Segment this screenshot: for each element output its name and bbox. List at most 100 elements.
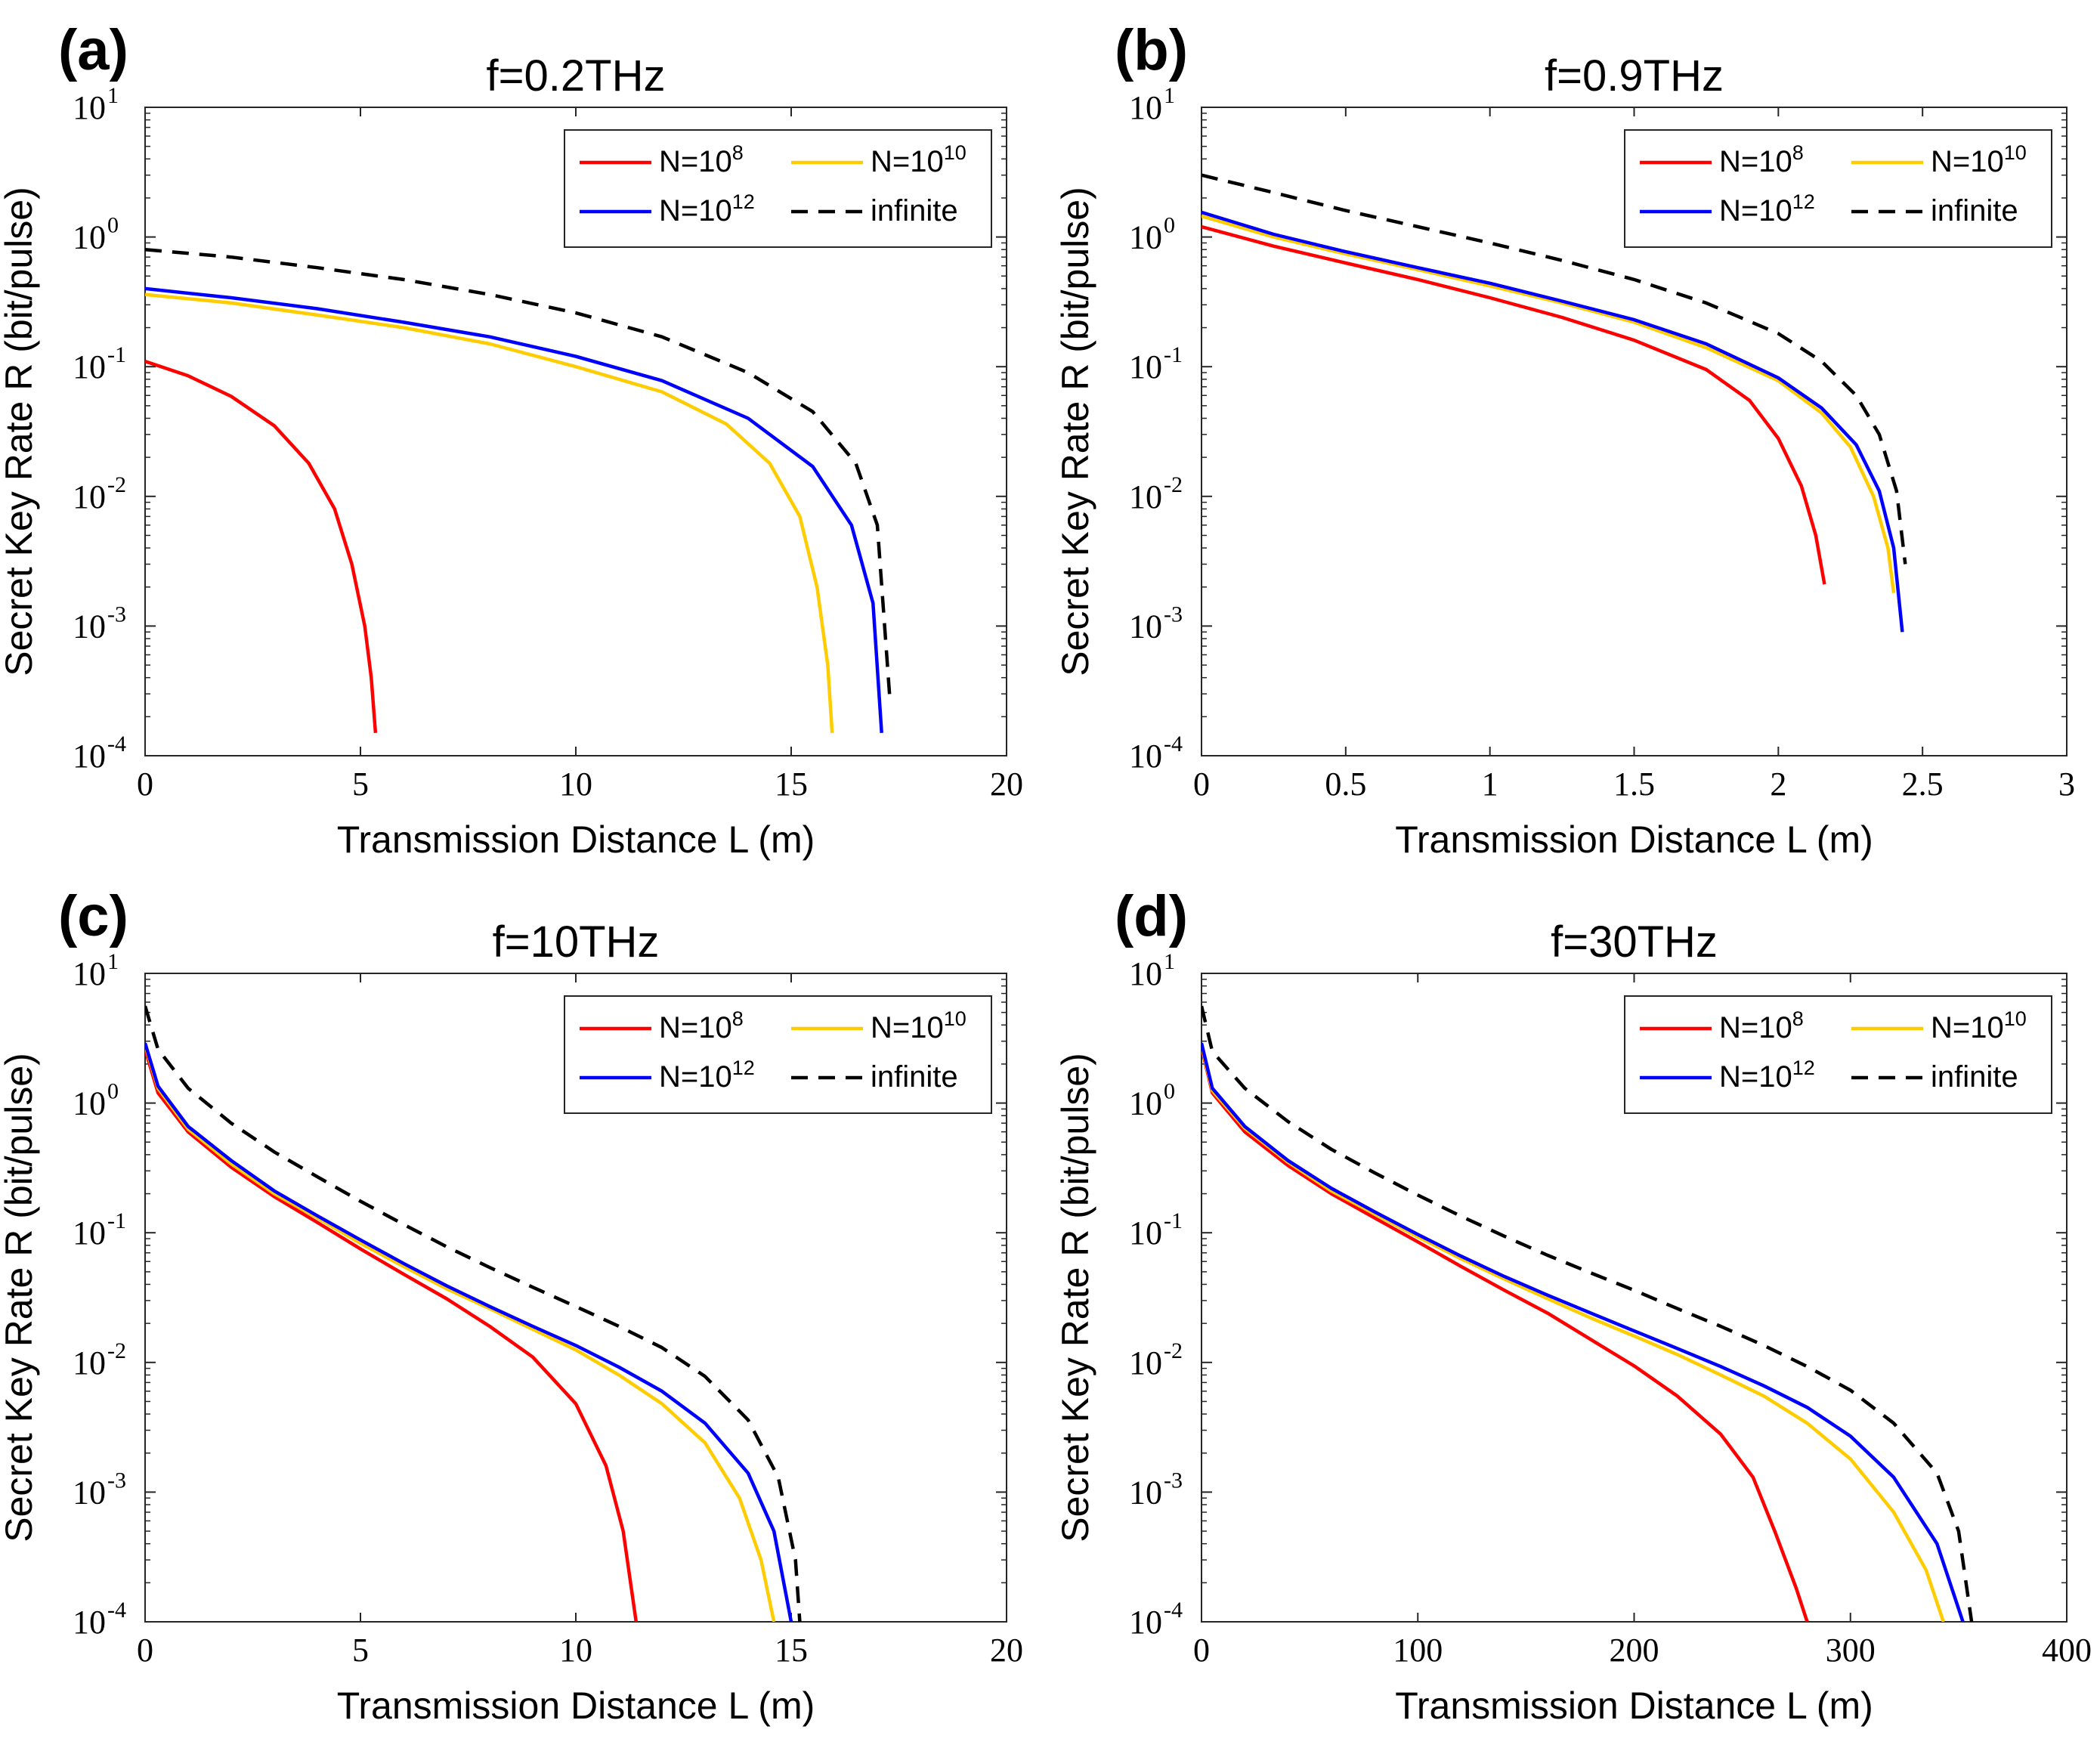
legend-label-n10: N=1010 [871,1007,966,1044]
legend-label-exponent: 8 [1792,1007,1804,1030]
y-tick-exponent: 0 [1164,1079,1175,1104]
x-axis-label: Transmission Distance L (m) [337,1685,815,1727]
panel-title: f=10THz [493,917,660,967]
y-tick-exponent: -4 [107,1598,126,1623]
x-tick-label: 5 [352,1632,369,1669]
panel-title: f=0.2THz [487,51,666,101]
legend-label-inf: infinite [1931,1060,2018,1094]
legend-label-base: N=10 [1719,194,1792,227]
legend-label-base: N=10 [871,1011,944,1044]
legend-label-inf: infinite [871,194,958,227]
y-tick-label: 10 [73,219,106,256]
x-tick-label: 10 [559,766,592,803]
y-tick-label: 10 [73,1474,106,1511]
y-tick-label: 10 [73,738,106,775]
x-tick-label: 300 [1826,1632,1876,1669]
legend-label-n10: N=1010 [871,141,966,178]
legend-label-n8: N=108 [1719,1007,1804,1044]
legend-box [1624,995,2052,1114]
y-tick-label: 10 [1129,89,1162,126]
y-tick-exponent: -2 [1164,472,1183,497]
x-tick-label: 15 [775,766,808,803]
x-tick-label: 20 [990,1632,1023,1669]
y-tick-label: 10 [73,1344,106,1381]
x-tick-label: 20 [990,766,1023,803]
legend-label-base: N=10 [659,1011,732,1044]
legend-box [564,995,992,1114]
legend-box [1624,129,2052,248]
legend-label-base: N=10 [1719,145,1792,178]
legend-label-exponent: 12 [732,1057,755,1079]
y-tick-label: 10 [1129,608,1162,645]
legend-label-base: N=10 [1719,1011,1792,1044]
x-tick-label: 2.5 [1902,766,1944,803]
legend-label-n8: N=108 [659,1007,744,1044]
legend-label-n8: N=108 [659,141,744,178]
y-tick-exponent: -1 [1164,342,1183,367]
y-tick-label: 10 [73,478,106,515]
y-tick-label: 10 [1129,219,1162,256]
y-tick-label: 10 [73,348,106,385]
y-tick-label: 10 [1129,1604,1162,1641]
legend-label-exponent: 8 [732,141,744,164]
series-line-inf [1202,1005,1974,1622]
legend-label-n12: N=1012 [659,190,755,227]
legend-box [564,129,992,248]
panel-title: f=30THz [1551,917,1718,967]
y-tick-label: 10 [73,1604,106,1641]
y-tick-label: 10 [73,608,106,645]
x-axis-label: Transmission Distance L (m) [1395,818,1873,861]
x-tick-label: 0 [1193,1632,1210,1669]
x-axis-label: Transmission Distance L (m) [1395,1685,1873,1727]
y-tick-exponent: 0 [107,1079,119,1104]
series-line-n8 [145,359,378,733]
y-tick-exponent: -1 [1164,1208,1183,1233]
legend-label-base: infinite [1931,1060,2018,1094]
legend-label-n12: N=1012 [1719,190,1815,227]
series-line-n8 [1202,224,1826,585]
legend-label-exponent: 10 [944,1007,966,1030]
y-tick-exponent: -1 [107,342,126,367]
y-tick-exponent: -2 [107,1338,126,1363]
y-tick-label: 10 [73,955,106,992]
x-tick-label: 1 [1482,766,1498,803]
x-axis-label: Transmission Distance L (m) [337,818,815,861]
y-tick-exponent: -4 [1164,1598,1183,1623]
y-tick-exponent: -4 [107,732,126,756]
panel-title: f=0.9THz [1545,51,1724,101]
series-line-n12 [145,1042,793,1622]
series-group [145,1005,802,1622]
legend-label-base: infinite [871,194,958,227]
series-group [145,247,892,733]
legend-label-n12: N=1012 [659,1057,755,1094]
series-line-n12 [1202,210,1904,633]
legend-label-exponent: 8 [1792,141,1804,164]
y-axis-label: Secret Key Rate R (bit/pulse) [1054,187,1096,676]
y-tick-exponent: 1 [107,83,119,108]
y-tick-label: 10 [1129,1344,1162,1381]
y-tick-exponent: -4 [1164,732,1183,756]
legend-label-exponent: 12 [732,190,755,213]
legend-label-base: N=10 [1931,1011,2004,1044]
legend-label-base: infinite [1931,194,2018,227]
x-tick-label: 10 [559,1632,592,1669]
x-tick-label: 400 [2042,1632,2092,1669]
y-tick-exponent: 1 [1164,949,1175,974]
y-tick-label: 10 [73,89,106,126]
series-line-n8 [1202,1047,1809,1622]
panel-letter: (a) [58,18,128,82]
legend-label-base: N=10 [659,145,732,178]
series-line-n12 [145,286,883,733]
legend-label-n10: N=1010 [1931,141,2027,178]
series-group [1202,1005,1974,1622]
y-tick-label: 10 [73,1214,106,1251]
y-tick-exponent: -3 [1164,602,1183,626]
legend-label-n8: N=108 [1719,141,1804,178]
y-axis-label: Secret Key Rate R (bit/pulse) [0,187,40,676]
series-line-n10 [1202,214,1896,593]
y-tick-label: 10 [1129,1085,1162,1122]
